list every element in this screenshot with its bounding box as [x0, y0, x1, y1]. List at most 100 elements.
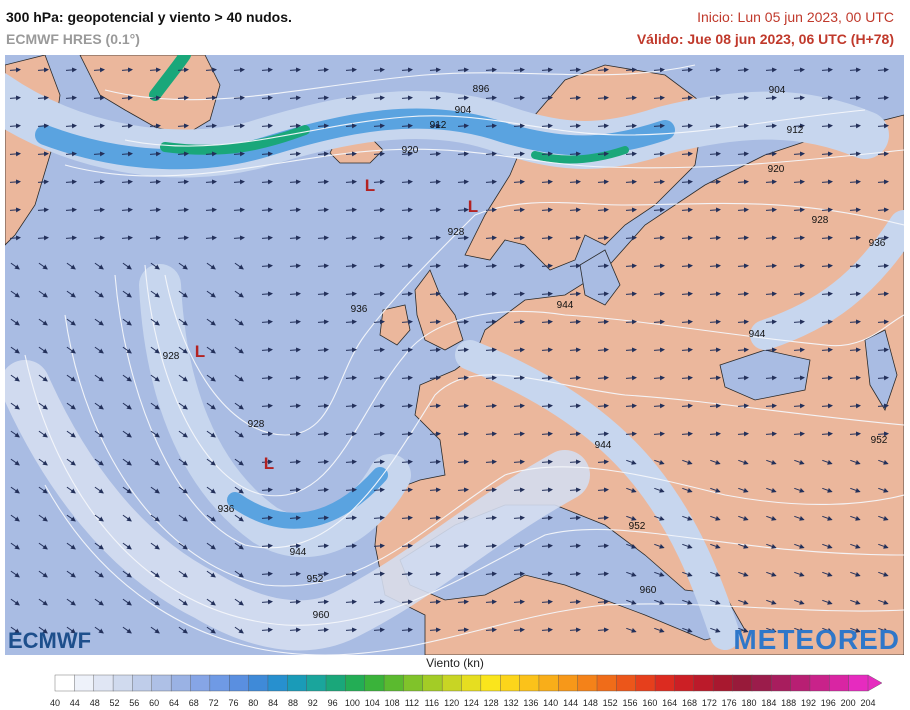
- wind-arrow: [66, 542, 76, 550]
- low-pressure-markers: L L L L: [195, 176, 478, 473]
- wind-arrow: [849, 207, 861, 213]
- wind-arrow: [345, 571, 357, 577]
- wind-arrow: [401, 627, 413, 633]
- wind-arrow: [317, 403, 329, 409]
- wind-arrow: [794, 571, 805, 577]
- wind-arrow: [373, 151, 385, 157]
- wind-arrow: [177, 207, 189, 213]
- wind-arrow: [289, 431, 301, 437]
- wind-arrow: [766, 543, 777, 549]
- colorbar-swatch: [558, 674, 579, 692]
- wind-arrow: [206, 514, 216, 522]
- colorbar-swatch: [190, 674, 211, 692]
- wind-arrow: [10, 542, 20, 550]
- wind-arrow: [457, 67, 469, 73]
- colorbar-swatch: [209, 674, 230, 692]
- wind-arrow: [234, 318, 244, 326]
- colorbar-swatch: [693, 674, 714, 692]
- wind-arrow: [178, 514, 188, 522]
- weather-map[interactable]: 896 904 912 920 904 912 920 928 928 936 …: [5, 55, 904, 655]
- wind-arrow: [345, 459, 357, 465]
- colorbar-tick-label: 104: [365, 698, 380, 708]
- wind-arrow: [150, 598, 160, 606]
- colorbar-swatch: [519, 674, 540, 692]
- wind-arrow: [765, 291, 777, 297]
- wind-arrow: [485, 235, 497, 241]
- wind-arrow: [653, 347, 665, 353]
- colorbar-tick-label: 184: [761, 698, 776, 708]
- wind-arrow: [401, 67, 413, 73]
- wind-arrow: [177, 235, 189, 241]
- wind-arrow: [625, 291, 637, 297]
- wind-arrow: [206, 542, 216, 550]
- colorbar-swatch: [732, 674, 753, 692]
- wind-arrow: [849, 67, 861, 73]
- wind-arrow: [849, 95, 861, 101]
- wind-arrow: [710, 515, 721, 521]
- wind-arrow: [597, 571, 609, 577]
- wind-arrow: [150, 486, 160, 494]
- init-time: Inicio: Lun 05 jun 2023, 00 UTC: [697, 9, 894, 25]
- wind-arrow: [345, 487, 357, 493]
- wind-arrow: [878, 459, 889, 465]
- colorbar-tick-label: 124: [464, 698, 479, 708]
- wind-arrow: [513, 599, 525, 605]
- wind-arrow: [94, 374, 104, 382]
- wind-arrow: [821, 123, 833, 129]
- wind-arrow: [429, 67, 441, 73]
- wind-arrow: [94, 514, 104, 522]
- wind-arrow: [178, 346, 188, 354]
- wind-arrow: [94, 346, 104, 354]
- wind-arrow: [177, 151, 189, 157]
- colorbar-swatch: [364, 674, 385, 692]
- wind-arrow: [821, 319, 833, 325]
- wind-arrow: [653, 375, 665, 381]
- wind-arrow: [38, 374, 48, 382]
- wind-arrow: [150, 458, 160, 466]
- wind-arrow: [793, 123, 805, 129]
- wind-arrow: [766, 487, 777, 493]
- wind-arrow: [793, 95, 805, 101]
- wind-arrow: [653, 67, 665, 73]
- wind-arrow: [401, 291, 413, 297]
- wind-arrow: [317, 347, 329, 353]
- wind-arrow: [681, 263, 693, 269]
- wind-arrow: [261, 67, 273, 73]
- wind-arrow: [345, 515, 357, 521]
- wind-arrow: [317, 627, 329, 633]
- wind-arrow: [261, 627, 273, 633]
- wind-arrow: [682, 487, 693, 493]
- wind-arrow: [122, 430, 132, 438]
- contour-label: 952: [629, 521, 646, 532]
- wind-arrow: [206, 458, 216, 466]
- wind-arrow: [597, 235, 609, 241]
- wind-arrow: [38, 486, 48, 494]
- wind-arrow: [38, 570, 48, 578]
- wind-arrow: [849, 403, 861, 409]
- wind-arrow: [457, 207, 469, 213]
- wind-arrow: [65, 151, 77, 157]
- wind-arrow: [205, 67, 217, 73]
- colorbar-swatch: [654, 674, 675, 692]
- wind-arrow: [625, 235, 637, 241]
- wind-arrow: [709, 235, 721, 241]
- wind-arrow: [317, 123, 329, 129]
- colorbar-tick-label: 140: [543, 698, 558, 708]
- wind-arrow: [822, 459, 833, 465]
- wind-arrow: [429, 123, 441, 129]
- wind-arrow: [233, 123, 245, 129]
- wind-arrow: [513, 627, 525, 633]
- wind-arrow: [289, 123, 301, 129]
- wind-arrow: [9, 123, 21, 129]
- wind-arrow: [121, 207, 133, 213]
- wind-arrow: [10, 262, 20, 270]
- wind-arrow: [457, 599, 469, 605]
- wind-arrow: [345, 347, 357, 353]
- wind-arrow: [345, 543, 357, 549]
- wind-arrow: [457, 403, 469, 409]
- wind-arrow: [122, 458, 132, 466]
- wind-arrow: [121, 151, 133, 157]
- caspian-sea: [864, 329, 898, 411]
- wind-arrow: [681, 291, 693, 297]
- wind-arrow: [373, 207, 385, 213]
